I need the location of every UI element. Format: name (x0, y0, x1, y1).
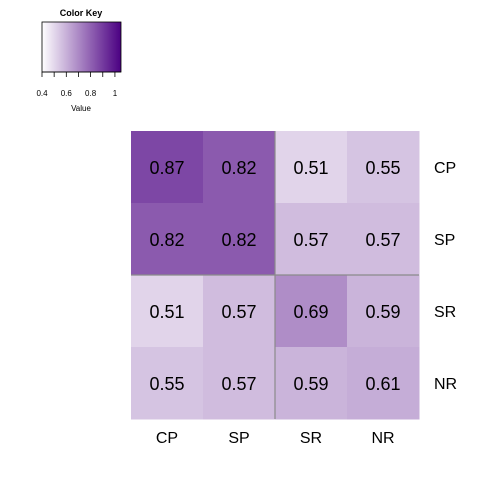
heatmap-cell-sp-sr (275, 203, 348, 276)
heatmap-cell-nr-nr (347, 347, 420, 420)
column-label-cp: CP (156, 430, 178, 447)
cluster-separators (131, 131, 419, 419)
heatmap-cell-label: 0.57 (221, 302, 256, 322)
heatmap-cell-cp-cp (131, 131, 204, 204)
heatmap-cell-label: 0.55 (149, 374, 184, 394)
color-key-tick-label: 0.6 (61, 89, 73, 98)
heatmap-cell-sr-sr (275, 275, 348, 348)
color-key-tick-label: 1 (113, 89, 118, 98)
row-labels: CP SP SR NR (434, 160, 457, 393)
color-key-ticks: 0.4 0.6 0.8 1 (36, 71, 121, 98)
color-key-tick-label: 0.4 (36, 89, 48, 98)
row-label-cp: CP (434, 160, 456, 177)
column-label-nr: NR (371, 430, 394, 447)
heatmap-cell-sp-cp (131, 203, 204, 276)
heatmap-cell-sr-sp (203, 275, 276, 348)
heatmap-cell-sr-nr (347, 275, 420, 348)
heatmap-cell-label: 0.61 (365, 374, 400, 394)
heatmap-cell-nr-sp (203, 347, 276, 420)
column-label-sp: SP (228, 430, 249, 447)
heatmap-cell-label: 0.57 (365, 230, 400, 250)
heatmap-cell-label: 0.82 (221, 158, 256, 178)
heatmap-cell-cp-nr (347, 131, 420, 204)
heatmap-cell-nr-cp (131, 347, 204, 420)
color-key-gradient-bar (41, 21, 122, 73)
heatmap-cell-sr-cp (131, 275, 204, 348)
color-key-title: Color Key (60, 8, 103, 18)
row-label-sp: SP (434, 232, 455, 249)
heatmap-cell-label: 0.51 (149, 302, 184, 322)
heatmap-cell-label: 0.57 (221, 374, 256, 394)
heatmap-cell-label: 0.51 (293, 158, 328, 178)
column-labels: CP SP SR NR (156, 430, 395, 447)
heatmap-cell-label: 0.55 (365, 158, 400, 178)
heatmap-cell-cp-sr (275, 131, 348, 204)
color-key-axis-label: Value (71, 104, 91, 113)
heatmap-cell-sp-sp (203, 203, 276, 276)
heatmap-cell-label: 0.59 (293, 374, 328, 394)
color-key: Color Key 0.4 0.6 0.8 1 Value (36, 8, 122, 113)
heatmap-cell-label: 0.57 (293, 230, 328, 250)
heatmap-cell-nr-sr (275, 347, 348, 420)
color-key-tick-label: 0.8 (85, 89, 97, 98)
heatmap-cells (131, 131, 420, 420)
column-label-sr: SR (300, 430, 322, 447)
heatmap-cell-label: 0.87 (149, 158, 184, 178)
heatmap-cell-label: 0.69 (293, 302, 328, 322)
heatmap-cell-sp-nr (347, 203, 420, 276)
heatmap-cell-label: 0.82 (149, 230, 184, 250)
heatmap-cell-labels: 0.87 0.82 0.51 0.55 0.82 0.82 0.57 0.57 0.51 0.57… (149, 158, 400, 394)
row-label-nr: NR (434, 376, 457, 393)
heatmap-cell-cp-sp (203, 131, 276, 204)
row-label-sr: SR (434, 304, 456, 321)
heatmap-cell-label: 0.82 (221, 230, 256, 250)
heatmap-cell-label: 0.59 (365, 302, 400, 322)
